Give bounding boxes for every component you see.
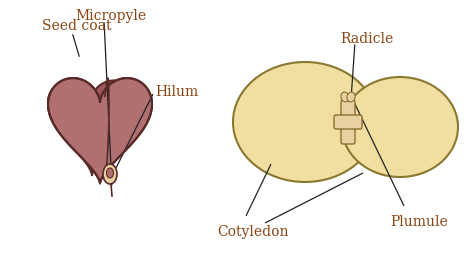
Text: Seed coat: Seed coat bbox=[42, 19, 112, 33]
Text: Radicle: Radicle bbox=[340, 32, 393, 46]
Ellipse shape bbox=[103, 164, 117, 184]
Ellipse shape bbox=[347, 92, 355, 102]
FancyBboxPatch shape bbox=[341, 100, 355, 144]
Ellipse shape bbox=[341, 92, 349, 102]
Ellipse shape bbox=[342, 77, 458, 177]
Polygon shape bbox=[48, 81, 136, 175]
FancyBboxPatch shape bbox=[334, 115, 362, 129]
Ellipse shape bbox=[106, 168, 113, 178]
Polygon shape bbox=[48, 78, 152, 183]
Text: Micropyle: Micropyle bbox=[75, 9, 146, 23]
Text: Plumule: Plumule bbox=[390, 215, 448, 229]
Text: Hilum: Hilum bbox=[155, 85, 198, 99]
Text: Cotyledon: Cotyledon bbox=[217, 225, 288, 239]
Ellipse shape bbox=[233, 62, 377, 182]
Polygon shape bbox=[48, 78, 152, 183]
